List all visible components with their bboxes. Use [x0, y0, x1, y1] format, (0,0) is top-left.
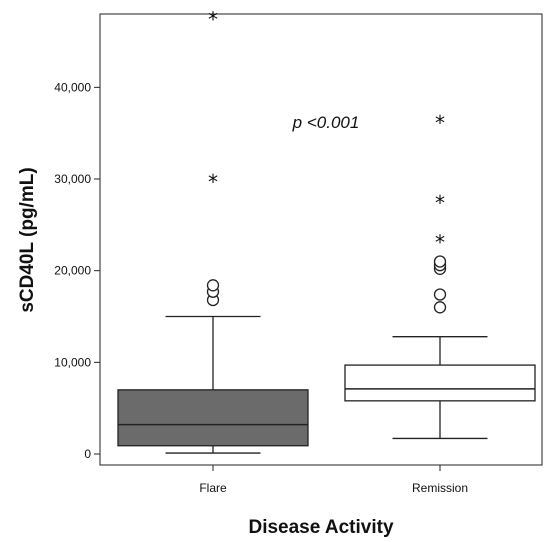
- extreme-point: *: [208, 170, 218, 194]
- plot-frame: [99, 13, 543, 466]
- y-tick-label: 30,000: [54, 172, 91, 186]
- extreme-point: *: [435, 111, 445, 135]
- x-tick-label: Flare: [199, 481, 227, 495]
- x-axis: Flare Remission: [199, 465, 468, 495]
- extreme-point: *: [435, 191, 445, 215]
- annotation-pvalue: p <0.001: [292, 113, 360, 132]
- box-iqr: [117, 389, 309, 447]
- extreme-point: *: [435, 230, 445, 254]
- outlier-point: [206, 279, 220, 292]
- y-tick-label: 40,000: [54, 80, 91, 94]
- outlier-point: [433, 288, 447, 301]
- x-tick-label: Remission: [412, 481, 468, 495]
- box-iqr: [344, 364, 536, 402]
- outlier-point: [433, 301, 447, 314]
- y-axis: 0 10,000 20,000 30,000 40,000: [54, 80, 100, 461]
- y-tick-label: 20,000: [54, 264, 91, 278]
- extreme-point: *: [208, 8, 218, 32]
- box-group: **: [117, 8, 309, 454]
- box-group: * * *: [344, 111, 536, 440]
- boxes: *****: [117, 8, 536, 454]
- y-axis-title: sCD40L (pg/mL): [17, 167, 38, 312]
- x-axis-title: Disease Activity: [248, 517, 393, 538]
- y-tick-label: 10,000: [54, 355, 91, 369]
- outlier-point: [433, 255, 447, 268]
- y-tick-label: 0: [84, 447, 91, 461]
